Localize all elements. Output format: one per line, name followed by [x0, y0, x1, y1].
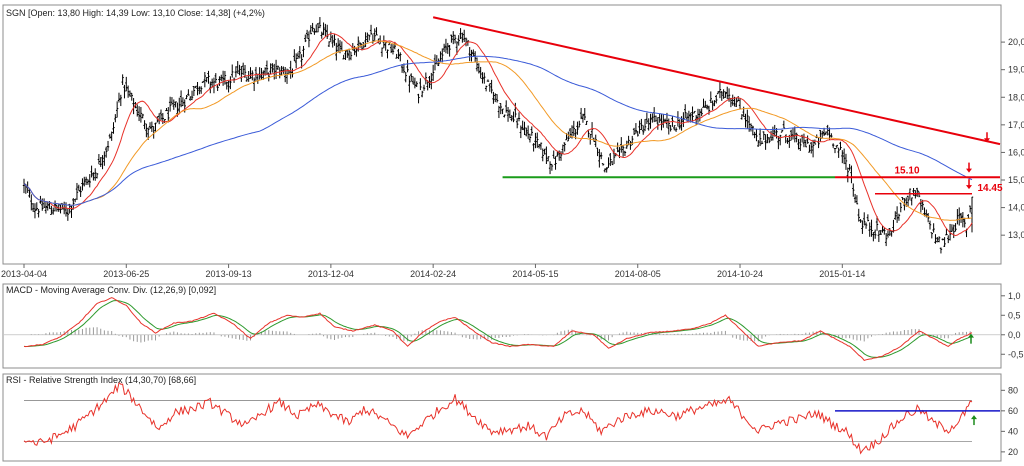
price-panel-title: SGN [Open: 13,80 High: 14,39 Low: 13,10 …	[6, 8, 265, 18]
date-tick-label: 2013-04-04	[1, 269, 47, 279]
down-arrow-icon-head	[966, 168, 972, 173]
date-tick-label: 2013-09-13	[206, 269, 252, 279]
macd-y-tick-label: -0,5	[1008, 349, 1024, 359]
macd-signal-line	[23, 300, 973, 358]
date-tick-label: 2014-08-05	[615, 269, 661, 279]
moving-average-line	[23, 40, 973, 221]
date-tick-label: 2014-05-15	[512, 269, 558, 279]
up-arrow-icon	[968, 333, 974, 344]
rsi-y-tick-label: 80	[1008, 385, 1018, 395]
price-y-tick-label: 16,0	[1008, 147, 1024, 157]
up-arrow-icon-head	[971, 415, 977, 420]
price-y-tick-label: 17,0	[1008, 120, 1024, 130]
level-label-14-45: 14.45	[977, 183, 1002, 194]
price-y-tick-label: 20,0	[1008, 37, 1024, 47]
down-arrow-icon	[966, 162, 972, 173]
rsi-line	[23, 381, 973, 455]
resistance-trendline	[432, 16, 1001, 146]
macd-y-tick-label: 0,5	[1008, 310, 1021, 320]
date-tick-label: 2014-02-24	[410, 269, 456, 279]
down-arrow-icon	[984, 132, 990, 143]
down-arrow-icon-head	[966, 185, 972, 190]
price-y-tick-label: 19,0	[1008, 65, 1024, 75]
macd-panel-title: MACD - Moving Average Conv. Div. (12,26,…	[6, 285, 216, 295]
rsi-panel-title: RSI - Relative Strength Index (14,30,70)…	[6, 375, 196, 385]
up-arrow-icon	[971, 415, 977, 426]
macd-panel	[2, 283, 1002, 369]
date-tick-label: 2013-06-25	[103, 269, 149, 279]
rsi-y-tick-label: 20	[1008, 447, 1018, 457]
date-tick-label: 2013-12-04	[308, 269, 354, 279]
macd-y-tick-label: 1,0	[1008, 291, 1021, 301]
price-y-tick-label: 18,0	[1008, 92, 1024, 102]
price-y-tick-label: 14,0	[1008, 203, 1024, 213]
down-arrow-icon-head	[984, 138, 990, 143]
price-y-tick-label: 13,0	[1008, 230, 1024, 240]
macd-line	[23, 297, 973, 361]
date-tick-label: 2014-10-24	[717, 269, 763, 279]
date-tick-label: 2015-01-14	[819, 269, 865, 279]
rsi-y-tick-label: 40	[1008, 426, 1018, 436]
down-arrow-icon	[966, 179, 972, 190]
rsi-panel	[2, 373, 1002, 462]
moving-average-line	[23, 55, 973, 206]
macd-y-tick-label: 0,0	[1008, 330, 1021, 340]
price-panel	[2, 4, 1002, 265]
price-y-tick-label: 15,0	[1008, 175, 1024, 185]
rsi-y-tick-label: 60	[1008, 406, 1018, 416]
level-label-15-10: 15.10	[894, 165, 919, 176]
up-arrow-icon-head	[968, 333, 974, 338]
